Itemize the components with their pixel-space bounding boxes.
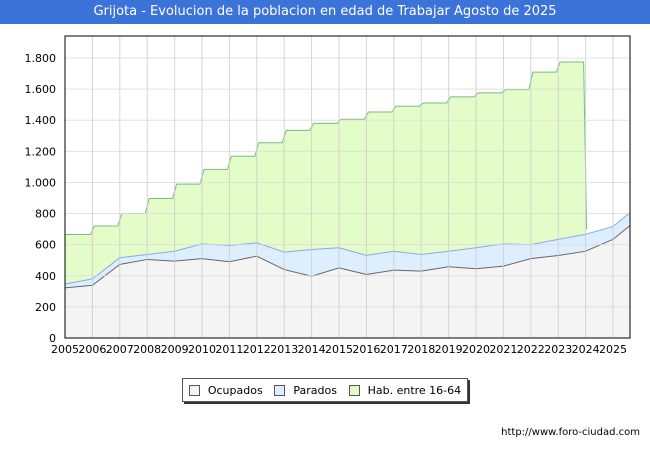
series-hab-line: [65, 61, 588, 236]
x-tick-label: 2017: [380, 343, 408, 356]
y-tick-label: 0: [49, 332, 56, 345]
x-tick-label: 2006: [78, 343, 106, 356]
x-tick-label: 2024: [572, 343, 600, 356]
y-tick-label: 1.600: [25, 83, 57, 96]
y-tick-label: 1.000: [25, 176, 57, 189]
legend-label: Parados: [293, 383, 337, 397]
x-tick-label: 2014: [298, 343, 326, 356]
x-tick-label: 2016: [352, 343, 380, 356]
y-tick-label: 1.200: [25, 145, 57, 158]
series-parados-line: [64, 212, 630, 285]
source-link[interactable]: http://www.foro-ciudad.com: [501, 427, 640, 438]
x-tick-label: 2015: [325, 343, 353, 356]
x-tick-label: 2007: [106, 343, 134, 356]
series-ocupados-line: [64, 225, 630, 289]
y-tick-label: 1.800: [25, 52, 57, 65]
y-tick-label: 600: [35, 239, 56, 252]
chart-title: Grijota - Evolucion de la poblacion en e…: [0, 0, 650, 24]
legend-swatch-hab: [348, 384, 360, 396]
x-tick-label: 2020: [462, 343, 490, 356]
x-tick-label: 2022: [517, 343, 545, 356]
x-tick-label: 2010: [188, 343, 216, 356]
x-tick-label: 2018: [407, 343, 435, 356]
legend-swatch-ocupados: [188, 384, 200, 396]
legend-label: Hab. entre 16-64: [367, 383, 462, 397]
plot-border: [64, 35, 631, 339]
y-tick-label: 1.400: [25, 114, 57, 127]
legend: Ocupados Parados Hab. entre 16-64: [182, 378, 468, 402]
x-tick-label: 2008: [133, 343, 161, 356]
y-tick-label: 400: [35, 270, 56, 283]
x-tick-label: 2013: [270, 343, 298, 356]
y-tick-label: 800: [35, 208, 56, 221]
x-tick-label: 2005: [51, 343, 79, 356]
x-tick-label: 2011: [215, 343, 243, 356]
legend-item-hab: Hab. entre 16-64: [348, 383, 462, 397]
x-tick-label: 2021: [489, 343, 517, 356]
x-tick-label: 2025: [599, 343, 627, 356]
x-tick-label: 2023: [544, 343, 572, 356]
legend-label: Ocupados: [207, 383, 263, 397]
legend-swatch-parados: [274, 384, 286, 396]
series-ocupados-area: [65, 226, 630, 338]
x-tick-label: 2019: [435, 343, 463, 356]
legend-item-parados: Parados: [274, 384, 337, 397]
legend-item-ocupados: Ocupados: [188, 383, 263, 397]
x-tick-label: 2012: [243, 343, 271, 356]
x-tick-label: 2009: [161, 343, 189, 356]
y-tick-label: 200: [35, 301, 56, 314]
